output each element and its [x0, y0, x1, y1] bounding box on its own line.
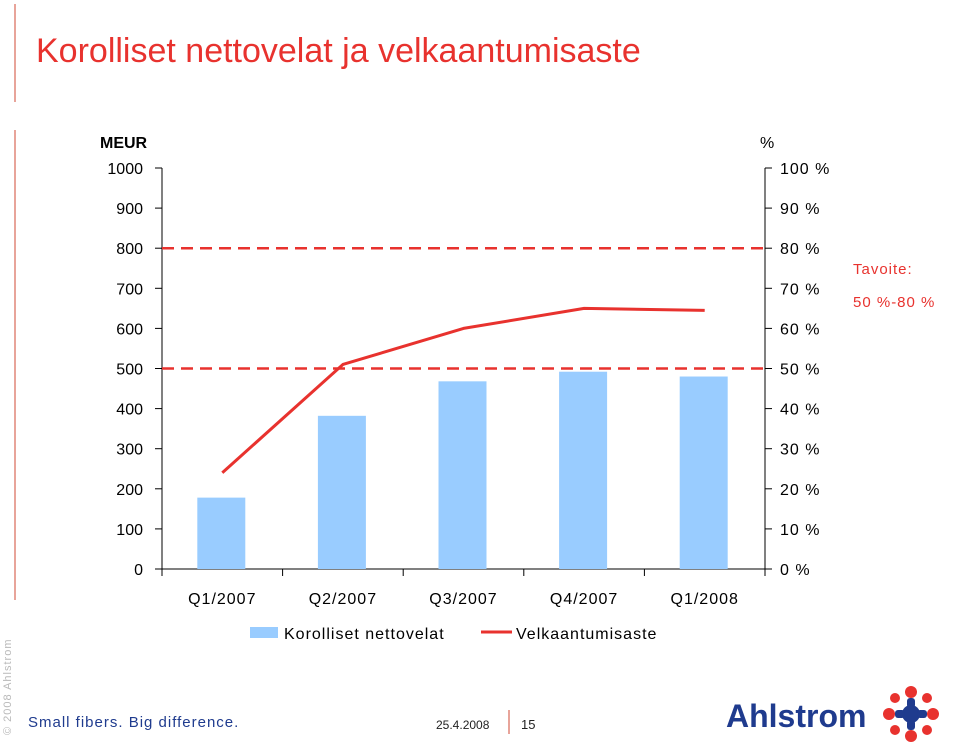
right-tick-label: 40 % — [780, 402, 820, 419]
bar — [197, 497, 246, 569]
chart: 0 100 200 300 400 500 600 700 800 900 1000 0 % 10 % 2… — [100, 135, 935, 643]
right-tick-label: 0 % — [780, 562, 811, 579]
chart-accent-bar — [14, 130, 16, 600]
left-tick-label: 1000 — [107, 161, 143, 178]
target-label-range: 50 %-80 % — [853, 294, 935, 311]
bar — [317, 415, 366, 569]
left-tick-label: 800 — [116, 241, 143, 258]
left-tick-label: 200 — [116, 482, 143, 499]
slogan: Small fibers. Big difference. — [28, 714, 240, 731]
target-label-title: Tavoite: — [853, 261, 913, 278]
right-tick-label: 50 % — [780, 362, 820, 379]
ahlstrom-logo: Ahlstrom — [726, 682, 956, 742]
right-tick-label: 10 % — [780, 522, 820, 539]
left-tick-label: 700 — [116, 281, 143, 298]
logo-flower-icon — [883, 686, 939, 742]
bar — [679, 376, 728, 569]
category-label: Q1/2007 — [188, 591, 256, 608]
left-axis-title: MEUR — [100, 135, 148, 152]
category-label: Q1/2008 — [671, 591, 739, 608]
copyright-text: © 2008 Ahlstrom — [2, 638, 14, 735]
page-title: Korolliset nettovelat ja velkaantumisast… — [36, 32, 641, 70]
right-tick-label: 20 % — [780, 482, 820, 499]
legend-label-line: Velkaantumisaste — [516, 626, 657, 643]
bar — [438, 381, 487, 569]
right-tick-label: 60 % — [780, 321, 820, 338]
left-tick-label: 600 — [116, 321, 143, 338]
page-number: 15 — [521, 717, 536, 732]
left-tick-label: 100 — [116, 522, 143, 539]
left-tick-label: 400 — [116, 402, 143, 419]
legend-swatch-bar — [250, 627, 278, 638]
logo-text: Ahlstrom — [726, 698, 867, 734]
left-tick-label: 300 — [116, 442, 143, 459]
right-tick-label: 80 % — [780, 241, 820, 258]
right-tick-label: 100 % — [780, 161, 830, 178]
right-tick-label: 90 % — [780, 201, 820, 218]
category-label: Q3/2007 — [429, 591, 497, 608]
legend-label-bar: Korolliset nettovelat — [284, 626, 445, 643]
page-separator — [508, 710, 510, 734]
title-accent-bar — [14, 4, 16, 102]
footer-date: 25.4.2008 — [436, 718, 490, 732]
right-tick-label: 70 % — [780, 281, 820, 298]
right-axis-title: % — [760, 135, 774, 152]
left-tick-label: 500 — [116, 362, 143, 379]
left-tick-label: 0 — [134, 562, 143, 579]
line-series — [221, 306, 705, 474]
left-tick-label: 900 — [116, 201, 143, 218]
category-label: Q2/2007 — [309, 591, 377, 608]
bar — [559, 371, 608, 569]
category-label: Q4/2007 — [550, 591, 618, 608]
right-tick-label: 30 % — [780, 442, 820, 459]
